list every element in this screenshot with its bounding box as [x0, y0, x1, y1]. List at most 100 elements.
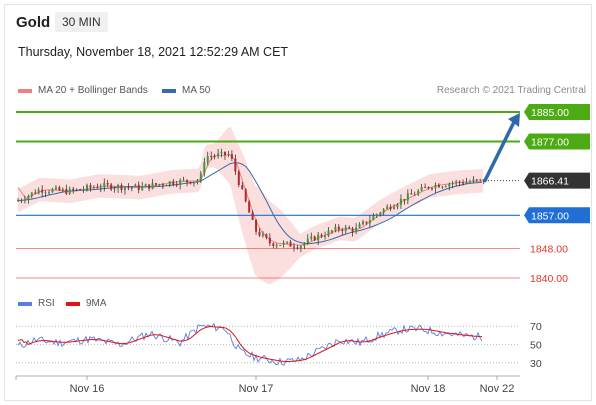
candle-body [175, 184, 178, 186]
candle-body [268, 237, 271, 244]
candle-body [92, 187, 95, 189]
candle-body [444, 186, 447, 188]
candle-body [313, 236, 316, 241]
legend-rsi-ma-label: 9MA [86, 298, 107, 309]
price-label-resistance: 1885.00 [531, 107, 569, 119]
candle-body [79, 189, 82, 191]
rsi-level-label: 50 [530, 340, 542, 352]
candle-body [37, 189, 40, 194]
candle-body [54, 187, 57, 190]
candle-body [462, 182, 465, 184]
forecast-arrow-shaft [483, 120, 516, 183]
candle-body [368, 220, 371, 224]
candle-body [458, 181, 461, 183]
price-label-box [524, 172, 590, 189]
candle-body [341, 229, 344, 231]
candle-body [41, 189, 44, 193]
bollinger-swatch [18, 88, 32, 93]
candle-body [99, 187, 102, 189]
candle-body [293, 246, 295, 248]
candle-body [186, 179, 189, 182]
candle-body [244, 189, 247, 202]
candle-body [303, 243, 306, 247]
candle-body [130, 187, 133, 189]
candle-body [310, 236, 313, 239]
candle-body [424, 186, 427, 188]
candle-body [479, 179, 482, 181]
candle-body [372, 215, 375, 221]
research-credit: Research © 2021 Trading Central [436, 85, 586, 96]
ma50-line [17, 162, 483, 245]
candle-body [227, 154, 230, 156]
candle-body [317, 234, 320, 241]
candle-body [103, 182, 106, 188]
rsi-level-label: 70 [530, 321, 542, 333]
candle-body [217, 153, 220, 157]
candle-body [196, 180, 199, 182]
rsi-level-label: 30 [530, 358, 542, 370]
candle-body [448, 183, 451, 187]
candle-body [299, 246, 302, 249]
candle-body [206, 156, 209, 163]
candle-body [334, 226, 337, 231]
candle-body [261, 234, 264, 236]
rsi-swatch [18, 301, 32, 306]
candle-body [451, 183, 454, 185]
legend-bollinger-label: MA 20 + Bollinger Bands [38, 85, 148, 96]
price-label-current: 1866.41 [531, 176, 569, 188]
candle-body [255, 219, 258, 232]
candle-body [127, 187, 130, 189]
candle-body [355, 227, 358, 233]
rsi-ma-line [17, 325, 483, 362]
price-label-resistance: 1877.00 [531, 137, 569, 149]
forecast-arrow-head [508, 113, 520, 127]
candle-body [17, 200, 19, 202]
candle-body [72, 188, 75, 191]
candle-body [30, 192, 33, 196]
candle-body [189, 181, 192, 184]
candle-body [113, 188, 116, 190]
candle-body [348, 227, 351, 229]
candle-body [123, 187, 126, 191]
candle-body [320, 234, 323, 237]
candle-body [434, 184, 437, 189]
candle-body [86, 185, 88, 190]
candle-body [141, 186, 144, 190]
legend-rsi-ma: 9MA [66, 298, 107, 309]
candle-body [89, 185, 92, 188]
ma50-swatch [162, 88, 176, 93]
candle-body [417, 190, 420, 195]
candle-body [472, 179, 475, 182]
candle-body [220, 151, 223, 154]
candle-body [120, 185, 123, 191]
candle-body [203, 162, 206, 174]
candle-body [382, 209, 385, 213]
candle-body [237, 171, 240, 185]
candle-body [137, 184, 140, 190]
candle-body [23, 199, 26, 201]
candle-body [182, 179, 185, 181]
candle-body [344, 227, 347, 231]
candle-body [234, 158, 237, 172]
candle-body [106, 182, 109, 185]
x-axis-tick-label: Nov 17 [239, 383, 274, 395]
candle-body [465, 181, 468, 184]
candle-body [82, 189, 85, 191]
candle-body [375, 214, 378, 216]
candle-body [148, 184, 151, 189]
x-axis-tick-label: Nov 16 [70, 383, 105, 395]
candle-body [68, 188, 71, 194]
candle-body [327, 230, 330, 236]
candle-body [396, 204, 399, 208]
candle-body [358, 224, 361, 228]
candle-body [58, 187, 61, 191]
candle-body [351, 228, 354, 233]
candle-body [406, 193, 409, 201]
candle-body [324, 235, 327, 237]
candle-body [165, 185, 168, 187]
candle-body [272, 243, 275, 246]
timestamp: Thursday, November 18, 2021 12:52:29 AM … [18, 45, 289, 59]
timeframe-badge[interactable]: 30 MIN [55, 12, 108, 32]
price-label-box [524, 104, 590, 120]
